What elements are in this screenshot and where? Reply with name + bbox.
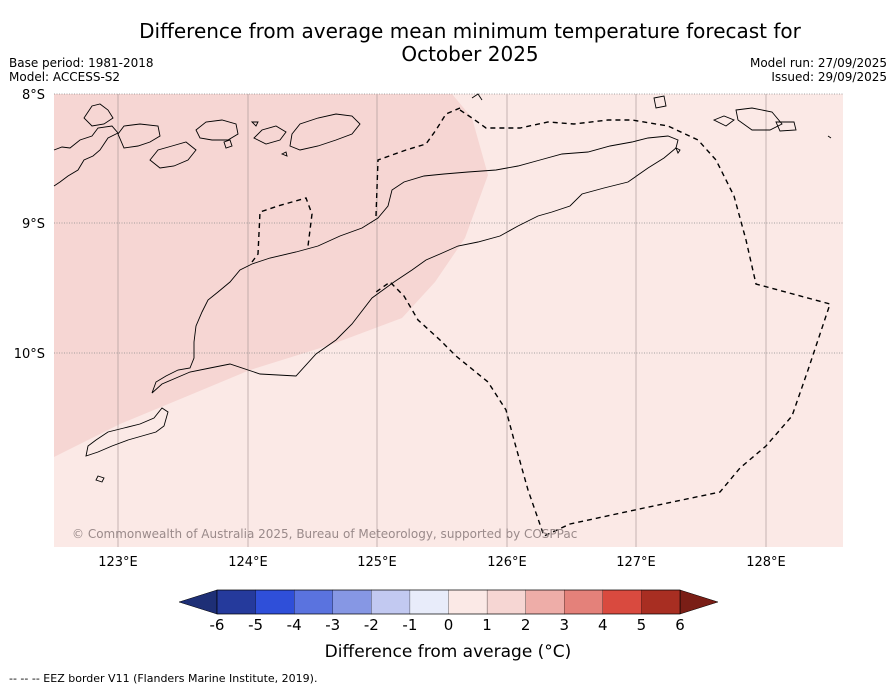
eez-legend-note: -- -- -- EEZ border V11 (Flanders Marine… [9,672,318,685]
map-title: Difference from average mean minimum tem… [90,20,850,66]
colorbar-cell [486,589,527,615]
colorbar-over-arrow [679,589,719,615]
colorbar-cell [409,589,449,615]
colorbar-cell [216,589,257,615]
coastline-island-ne-1 [653,95,667,109]
colorbar-cell [525,589,565,615]
coastlines [53,93,832,483]
coastline-islet-3 [280,151,288,157]
colorbar-tick-label: 5 [637,616,647,634]
coastline-flores [53,125,119,187]
eez-border-oecusse [251,197,313,263]
coastline-islet-2 [250,121,259,127]
coastline-island-c [149,141,197,169]
base-period: Base period: 1981-2018 [9,56,154,70]
coastline-atauro [675,147,681,154]
title-line-1: Difference from average mean minimum tem… [139,19,801,43]
coastline-islet-n [471,93,483,101]
lat-label: 8°S [22,88,45,103]
coastline-island-a [83,103,114,127]
colorbar-cell [564,589,604,615]
meta-left: Base period: 1981-2018 Model: ACCESS-S2 [9,56,154,84]
colorbar-cell [371,589,411,615]
coastline-islet-1 [223,139,233,149]
colorbar-tick-label: -1 [402,616,417,634]
colorbar-under-arrow [178,589,218,615]
colorbar-tick-label: 2 [521,616,531,634]
eez-border-east-timor [375,109,831,537]
colorbar-tick-label: -5 [248,616,263,634]
graticule [54,93,843,354]
colorbar-cell [602,589,642,615]
title-line-2: October 2025 [401,42,539,66]
lat-label: 10°S [14,347,45,362]
lon-axis: 123°E 124°E 125°E 126°E 127°E 128°E [98,555,786,570]
coastline-island-ne-3 [712,115,735,127]
coastline-ndao [95,475,105,483]
coastline-islet-ne [827,135,832,139]
eez-border-north [375,107,461,217]
colorbar-title: Difference from average (°C) [324,642,572,662]
colorbar-tick-label: 1 [482,616,492,634]
lon-label: 123°E [98,555,138,570]
lon-label: 127°E [616,555,656,570]
coastline-alor [195,119,239,141]
colorbar-tick-label: -6 [210,616,225,634]
lat-label: 9°S [22,217,45,232]
copyright-notice: © Commonwealth of Australia 2025, Bureau… [72,527,577,541]
colorbar-cell [641,589,681,615]
colorbar-cell [255,589,295,615]
eez-borders [251,107,831,537]
colorbar-cell [448,589,488,615]
lon-label: 128°E [746,555,786,570]
colorbar-tick-label: -2 [364,616,379,634]
lon-label: 125°E [357,555,397,570]
colorbar-cell [332,589,372,615]
model-run: Model run: 27/09/2025 [749,56,887,70]
coastline-timor [151,135,679,394]
colorbar-tick-label: 4 [598,616,608,634]
colorbar-cell [294,589,334,615]
coastline-wetar-west [253,125,287,145]
coastline-island-ne-4 [775,121,797,132]
region-1-to-2 [54,94,488,457]
coastline-rote [85,407,169,457]
colorbar-tick-label: -3 [325,616,340,634]
issued-date: Issued: 29/09/2025 [771,70,887,84]
lon-label: 124°E [228,555,268,570]
lon-label: 126°E [487,555,527,570]
colorbar-tick-label: 6 [675,616,685,634]
coastline-island-b [117,123,161,149]
colorbar-tick-label: 3 [559,616,569,634]
colorbar-tick-label: 0 [444,616,454,634]
model-name: Model: ACCESS-S2 [9,70,121,84]
coastline-island-ne-2 [735,107,783,131]
lat-axis: 8°S 9°S 10°S [14,88,45,362]
colorbar-tick-label: -4 [287,616,302,634]
meta-right: Model run: 27/09/2025 Issued: 29/09/2025 [750,56,887,84]
colorbar: -6 -5 -4 -3 -2 -1 0 1 2 3 4 5 6 [178,589,719,634]
coastline-wetar [289,113,361,151]
